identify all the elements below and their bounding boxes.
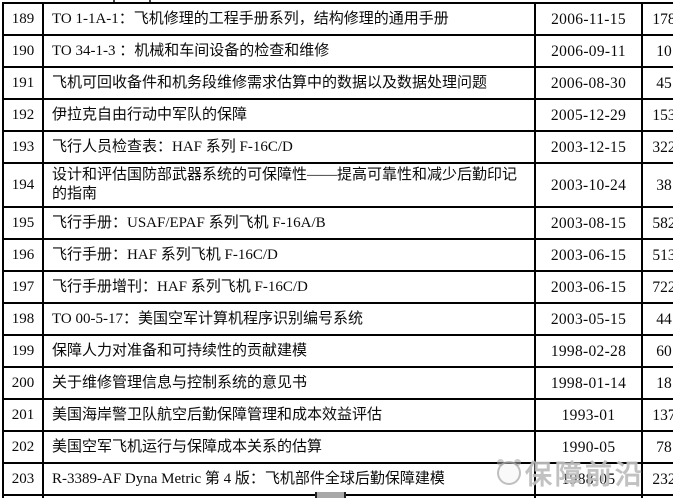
document-title-cell: 飞行人员检查表：HAF 系列 F-16C/D xyxy=(42,130,536,164)
document-title-cell: 飞机可回收备件和机务段维修需求估算中的数据以及数据处理问题 xyxy=(42,66,536,100)
count-cell: 722 xyxy=(641,270,673,304)
document-title-cell: TO 34-1-3 ：机械和车间设备的检查和维修 xyxy=(42,34,536,68)
count-cell: 77 xyxy=(641,494,673,498)
table-row: 193 飞行人员检查表：HAF 系列 F-16C/D 2003-12-15 32… xyxy=(2,130,673,164)
row-number-cell: 190 xyxy=(2,34,44,68)
page-cut-artifact-top xyxy=(149,0,151,3)
row-number-cell: 204 xyxy=(2,494,44,498)
date-cell: 2006-11-15 xyxy=(534,2,643,36)
date-cell: 2005-12-29 xyxy=(534,98,643,132)
table-row: 204 R-1942-PR F-4 飞机定期保障政策：保障态势改善计划的结果 1… xyxy=(2,494,673,498)
count-cell: 18 xyxy=(641,366,673,400)
row-number-cell: 199 xyxy=(2,334,44,368)
document-title-cell: 飞行手册增刊：HAF 系列飞机 F-16C/D xyxy=(42,270,536,304)
count-cell: 78 xyxy=(641,430,673,464)
table-row: 189 TO 1-1A-1：飞机修理的工程手册系列，结构修理的通用手册 2006… xyxy=(2,2,673,36)
row-number-cell: 191 xyxy=(2,66,44,100)
table-row: 195 飞行手册：USAF/EPAF 系列飞机 F-16A/B 2003-08-… xyxy=(2,206,673,240)
row-number-cell: 200 xyxy=(2,366,44,400)
table-row: 196 飞行手册：HAF 系列飞机 F-16C/D 2003-06-15 513 xyxy=(2,238,673,272)
document-title-cell: TO 00-5-17：美国空军计算机程序识别编号系统 xyxy=(42,302,536,336)
row-number-cell: 194 xyxy=(2,162,44,208)
row-number-cell: 198 xyxy=(2,302,44,336)
count-cell: 137 xyxy=(641,398,673,432)
count-cell: 178 xyxy=(641,2,673,36)
row-number-cell: 203 xyxy=(2,462,44,496)
document-title-cell: 飞行手册：USAF/EPAF 系列飞机 F-16A/B xyxy=(42,206,536,240)
row-number-cell: 196 xyxy=(2,238,44,272)
date-cell: 2003-10-24 xyxy=(534,162,643,208)
date-cell: 2003-05-15 xyxy=(534,302,643,336)
table-row: 200 关于维修管理信息与控制系统的意见书 1998-01-14 18 xyxy=(2,366,673,400)
table-row: 201 美国海岸警卫队航空后勤保障管理和成本效益评估 1993-01 137 xyxy=(2,398,673,432)
table-row: 198 TO 00-5-17：美国空军计算机程序识别编号系统 2003-05-1… xyxy=(2,302,673,336)
row-number-cell: 189 xyxy=(2,2,44,36)
table-row: 199 保障人力对准备和可持续性的贡献建模 1998-02-28 60 xyxy=(2,334,673,368)
date-cell: 2006-08-30 xyxy=(534,66,643,100)
date-cell: 1998-01-14 xyxy=(534,366,643,400)
date-cell: 1990-05 xyxy=(534,430,643,464)
document-title-cell: R-1942-PR F-4 飞机定期保障政策：保障态势改善计划的结果 xyxy=(42,494,536,498)
date-cell: 2003-06-15 xyxy=(534,270,643,304)
count-cell: 60 xyxy=(641,334,673,368)
page-cut-artifact-top xyxy=(113,0,115,3)
date-cell: 2003-12-15 xyxy=(534,130,643,164)
document-title-cell: 关于维修管理信息与控制系统的意见书 xyxy=(42,366,536,400)
count-cell: 38 xyxy=(641,162,673,208)
row-number-cell: 201 xyxy=(2,398,44,432)
document-title-cell: 飞行手册：HAF 系列飞机 F-16C/D xyxy=(42,238,536,272)
count-cell: 513 xyxy=(641,238,673,272)
row-number-cell: 192 xyxy=(2,98,44,132)
row-number-cell: 202 xyxy=(2,430,44,464)
document-title-cell: 设计和评估国防部武器系统的可保障性——提高可靠性和减少后勤印记的指南 xyxy=(42,162,536,208)
date-cell: 1993-01 xyxy=(534,398,643,432)
table-row: 190 TO 34-1-3 ：机械和车间设备的检查和维修 2006-09-11 … xyxy=(2,34,673,68)
document-title-cell: 伊拉克自由行动中军队的保障 xyxy=(42,98,536,132)
table-row: 194 设计和评估国防部武器系统的可保障性——提高可靠性和减少后勤印记的指南 2… xyxy=(2,162,673,208)
document-title-cell: 美国海岸警卫队航空后勤保障管理和成本效益评估 xyxy=(42,398,536,432)
table-row: 192 伊拉克自由行动中军队的保障 2005-12-29 153 xyxy=(2,98,673,132)
date-cell: 1998-02-28 xyxy=(534,334,643,368)
date-cell: 2006-09-11 xyxy=(534,34,643,68)
count-cell: 44 xyxy=(641,302,673,336)
table-row: 191 飞机可回收备件和机务段维修需求估算中的数据以及数据处理问题 2006-0… xyxy=(2,66,673,100)
row-number-cell: 193 xyxy=(2,130,44,164)
date-cell: 1976-06 xyxy=(534,494,643,498)
table-row: 197 飞行手册增刊：HAF 系列飞机 F-16C/D 2003-06-15 7… xyxy=(2,270,673,304)
count-cell: 10 xyxy=(641,34,673,68)
count-cell: 153 xyxy=(641,98,673,132)
date-cell: 2003-06-15 xyxy=(534,238,643,272)
page-cut-artifact-bottom xyxy=(315,492,346,498)
document-title-cell: 美国空军飞机运行与保障成本关系的估算 xyxy=(42,430,536,464)
document-title-cell: R-3389-AF Dyna Metric 第 4 版：飞机部件全球后勤保障建模 xyxy=(42,462,536,496)
date-cell: 2003-08-15 xyxy=(534,206,643,240)
row-number-cell: 195 xyxy=(2,206,44,240)
count-cell: 45 xyxy=(641,66,673,100)
count-cell: 232 xyxy=(641,462,673,496)
count-cell: 582 xyxy=(641,206,673,240)
row-number-cell: 197 xyxy=(2,270,44,304)
document-title-cell: 保障人力对准备和可持续性的贡献建模 xyxy=(42,334,536,368)
date-cell: 1988-05 xyxy=(534,462,643,496)
count-cell: 322 xyxy=(641,130,673,164)
table-row: 203 R-3389-AF Dyna Metric 第 4 版：飞机部件全球后勤… xyxy=(2,462,673,496)
table-row: 202 美国空军飞机运行与保障成本关系的估算 1990-05 78 xyxy=(2,430,673,464)
document-title-cell: TO 1-1A-1：飞机修理的工程手册系列，结构修理的通用手册 xyxy=(42,2,536,36)
